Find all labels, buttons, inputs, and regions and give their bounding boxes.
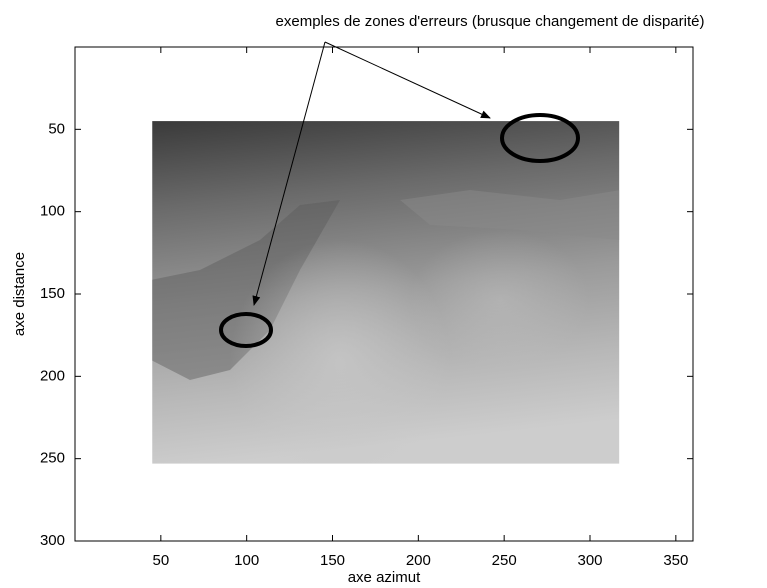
x-tick-label: 350: [663, 552, 688, 569]
x-axis-label: axe azimut: [348, 569, 421, 586]
highlight-ellipse: [219, 312, 273, 348]
y-tick-label: 150: [40, 285, 65, 302]
arrow: [252, 41, 326, 306]
ticks: 50 100 150 200 250 300 350 50 100 150 200 250 300: [40, 47, 693, 569]
x-tick-label: 150: [320, 552, 345, 569]
y-tick-label: 200: [40, 367, 65, 384]
x-tick-label: 200: [406, 552, 431, 569]
x-tick-label: 50: [152, 552, 169, 569]
y-tick-label: 250: [40, 450, 65, 467]
y-tick-label: 300: [40, 532, 65, 549]
arrow: [324, 41, 491, 119]
y-tick-label: 50: [48, 120, 65, 137]
x-tick-label: 100: [234, 552, 259, 569]
x-tick-label: 250: [492, 552, 517, 569]
texture: [152, 190, 620, 464]
y-tick-label: 100: [40, 203, 65, 220]
annotation: exemples de zones d'erreurs (brusque cha…: [276, 13, 705, 30]
highlight-ellipse: [500, 113, 580, 163]
x-tick-label: 300: [577, 552, 602, 569]
y-axis-label: axe distance: [11, 252, 28, 336]
